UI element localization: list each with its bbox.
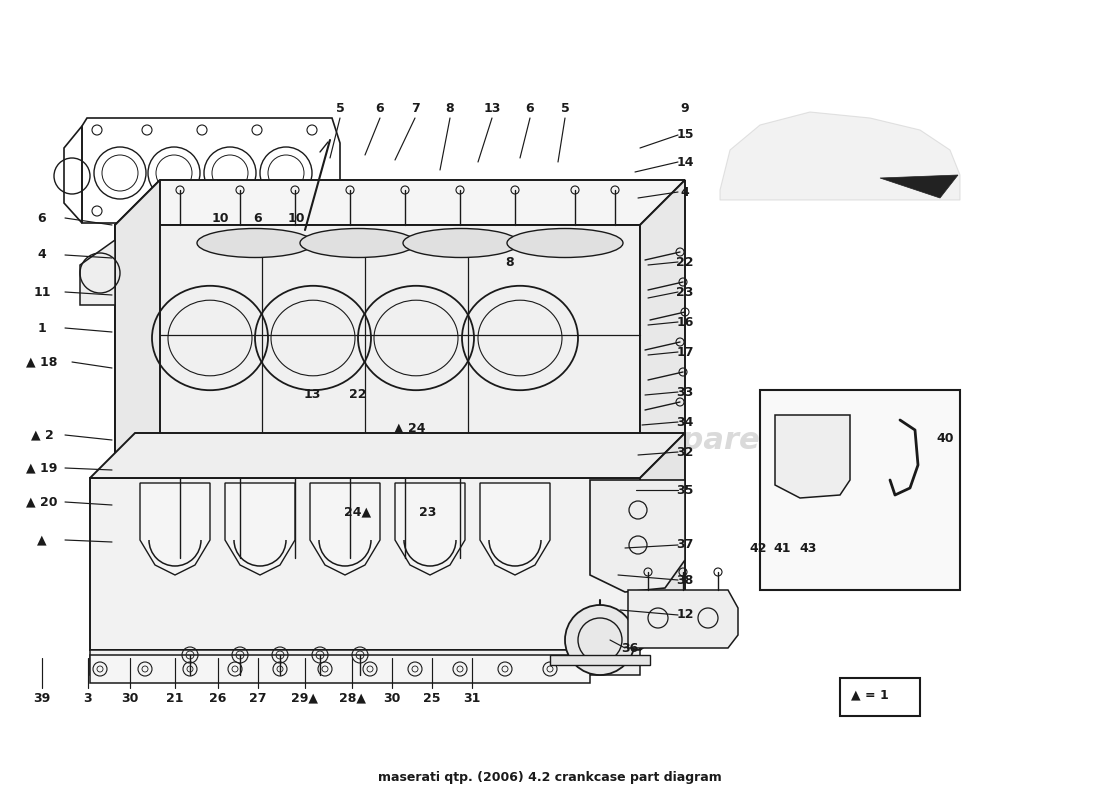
Text: 32: 32 [676,446,694,458]
Polygon shape [116,225,640,480]
Text: 43: 43 [800,542,816,554]
Text: 5: 5 [561,102,570,114]
Polygon shape [395,483,465,575]
Text: ▲ 20: ▲ 20 [26,495,57,509]
Text: 4: 4 [37,249,46,262]
Text: 8: 8 [446,102,454,114]
Text: ▲ = 1: ▲ = 1 [851,689,889,702]
Text: 27: 27 [250,691,266,705]
Text: 7: 7 [410,102,419,114]
Text: 36: 36 [621,642,639,654]
Text: 16: 16 [676,315,694,329]
Polygon shape [90,655,590,683]
Text: 24▲: 24▲ [344,506,372,518]
Text: ▲ 24: ▲ 24 [394,422,426,434]
Polygon shape [90,433,685,478]
Text: 3: 3 [84,691,92,705]
Polygon shape [116,180,685,225]
Polygon shape [628,590,738,648]
Text: 26: 26 [209,691,227,705]
Text: 29▲: 29▲ [292,691,319,705]
Text: 33: 33 [676,386,694,398]
Text: 4: 4 [681,186,690,198]
Text: 13: 13 [304,389,321,402]
Polygon shape [880,175,958,198]
Text: 31: 31 [463,691,481,705]
Text: 22: 22 [676,255,694,269]
Text: 22: 22 [350,389,366,402]
Polygon shape [550,655,650,665]
Text: 9: 9 [681,102,690,114]
Polygon shape [140,483,210,575]
Ellipse shape [197,229,314,258]
Text: 39: 39 [33,691,51,705]
Text: 11: 11 [33,286,51,298]
Text: 34: 34 [676,415,694,429]
Text: maserati qtp. (2006) 4.2 crankcase part diagram: maserati qtp. (2006) 4.2 crankcase part … [378,771,722,785]
Text: 35: 35 [676,483,694,497]
Polygon shape [776,415,850,498]
Text: 25: 25 [424,691,441,705]
Text: 12: 12 [676,609,694,622]
Bar [840,678,920,716]
Ellipse shape [300,229,416,258]
Polygon shape [226,483,295,575]
Text: 30: 30 [383,691,400,705]
Polygon shape [480,483,550,575]
Ellipse shape [403,229,519,258]
Text: 23: 23 [419,506,437,518]
Text: 6: 6 [376,102,384,114]
Text: 1: 1 [37,322,46,334]
Text: 28▲: 28▲ [339,691,365,705]
Polygon shape [310,483,380,575]
Text: ▲ 19: ▲ 19 [26,462,57,474]
Text: ▲ 18: ▲ 18 [26,355,57,369]
Text: ▲: ▲ [37,534,47,546]
Text: 10: 10 [287,211,305,225]
Bar [760,390,960,590]
Text: 21: 21 [166,691,184,705]
Polygon shape [640,433,685,650]
Text: 17: 17 [676,346,694,358]
Text: 40: 40 [936,431,954,445]
Text: 23: 23 [676,286,694,298]
Text: 41: 41 [773,542,791,554]
Circle shape [565,605,635,675]
Text: 15: 15 [676,129,694,142]
Ellipse shape [507,229,623,258]
Polygon shape [640,180,685,480]
Text: 42: 42 [749,542,767,554]
Text: 10: 10 [211,211,229,225]
Text: 30: 30 [121,691,139,705]
Text: 13: 13 [483,102,500,114]
Text: 8: 8 [506,255,515,269]
Polygon shape [90,650,640,675]
Polygon shape [590,480,685,592]
Text: 6: 6 [254,211,262,225]
Text: eurospares: eurospares [178,426,372,454]
Text: ▲ 2: ▲ 2 [31,429,54,442]
Polygon shape [90,478,640,650]
Text: 5: 5 [336,102,344,114]
Text: 6: 6 [37,211,46,225]
Polygon shape [80,240,116,305]
Polygon shape [116,180,160,480]
Text: eurospares: eurospares [585,426,779,454]
Text: 38: 38 [676,574,694,586]
Polygon shape [720,112,960,200]
Text: 6: 6 [526,102,535,114]
Text: 14: 14 [676,155,694,169]
Text: 37: 37 [676,538,694,551]
